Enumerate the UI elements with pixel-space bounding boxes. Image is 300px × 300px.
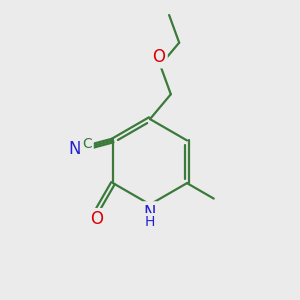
- Text: N: N: [68, 140, 81, 158]
- Text: N: N: [144, 204, 156, 222]
- Text: C: C: [82, 137, 92, 151]
- Text: O: O: [152, 48, 165, 66]
- Text: O: O: [90, 210, 103, 228]
- Text: H: H: [145, 215, 155, 229]
